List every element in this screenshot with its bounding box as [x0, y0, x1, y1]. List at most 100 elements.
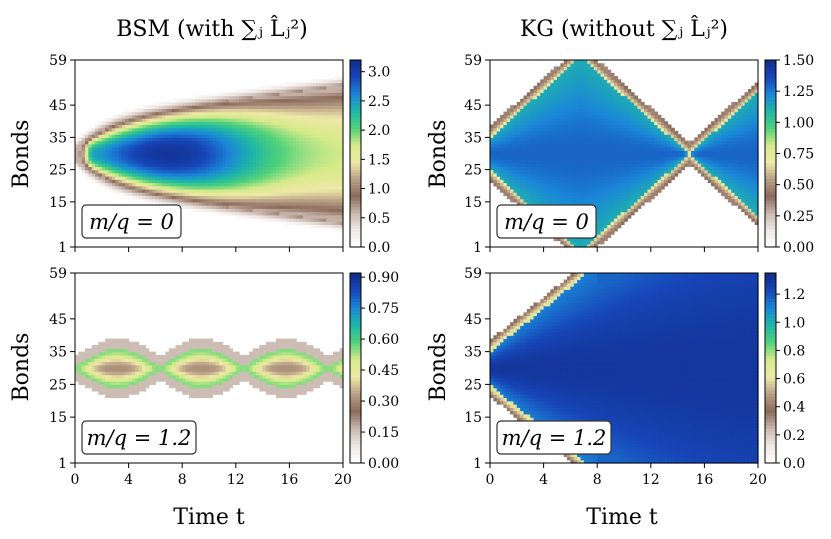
heatmap-cell	[634, 134, 638, 138]
heatmap-cell	[597, 85, 602, 90]
heatmap-cell	[252, 159, 257, 164]
heatmap-cell	[322, 214, 327, 219]
heatmap-cell	[510, 192, 515, 197]
heatmap-cell	[613, 143, 618, 148]
heatmap-cell	[503, 137, 508, 142]
heatmap-cell	[597, 156, 602, 161]
heatmap-cell	[570, 150, 575, 155]
heatmap-cell	[296, 101, 301, 106]
heatmap-cell	[647, 156, 652, 161]
heatmap-cell	[182, 205, 187, 209]
heatmap-cell	[299, 182, 304, 187]
heatmap-cell	[135, 163, 140, 167]
heatmap-cell	[145, 188, 150, 193]
heatmap-cell	[299, 143, 304, 148]
heatmap-cell	[590, 92, 595, 97]
heatmap-cell	[580, 124, 585, 129]
heatmap-cell	[613, 130, 618, 135]
heatmap-cell	[265, 166, 270, 171]
heatmap-cell	[209, 95, 213, 100]
heatmap-cell	[172, 108, 177, 113]
heatmap-cell	[577, 201, 582, 206]
heatmap-cell	[603, 224, 608, 229]
heatmap-cell	[613, 89, 618, 93]
heatmap-cell	[299, 192, 304, 197]
heatmap-cell	[239, 89, 244, 93]
heatmap-cell	[577, 169, 582, 174]
heatmap-cell	[567, 172, 571, 177]
heatmap-cell	[229, 150, 234, 155]
heatmap-cell	[503, 176, 508, 180]
heatmap-cell	[158, 134, 163, 138]
y-tick-label: 25	[49, 163, 67, 179]
heatmap-cell	[225, 127, 230, 132]
heatmap-cell	[526, 98, 531, 103]
heatmap-cell	[252, 134, 257, 138]
heatmap-cell	[560, 130, 565, 135]
heatmap-cell	[81, 143, 86, 148]
heatmap-cell	[543, 153, 548, 158]
heatmap-cell	[219, 127, 223, 132]
heatmap-cell	[265, 118, 270, 122]
heatmap-cell	[329, 118, 334, 122]
heatmap-cell	[131, 163, 136, 167]
heatmap-cell	[583, 143, 588, 148]
heatmap-cell	[292, 217, 297, 222]
heatmap-cell	[222, 156, 227, 161]
heatmap-cell	[603, 79, 608, 84]
heatmap-cell	[242, 127, 247, 132]
heatmap-cell	[546, 85, 551, 90]
heatmap-cell	[245, 121, 250, 126]
heatmap-cell	[312, 121, 317, 126]
heatmap-cell	[563, 111, 568, 116]
heatmap-cell	[282, 137, 287, 142]
heatmap-cell	[88, 153, 93, 158]
heatmap-cell	[540, 108, 545, 113]
heatmap-cell	[593, 98, 598, 103]
heatmap-cell	[597, 198, 602, 203]
heatmap-cell	[637, 147, 642, 151]
heatmap-cell	[252, 121, 257, 126]
heatmap-cell	[613, 108, 618, 113]
heatmap-cell	[198, 172, 203, 177]
heatmap-cell	[587, 137, 592, 142]
heatmap-cell	[329, 211, 334, 216]
heatmap-cell	[613, 217, 618, 222]
heatmap-cell	[202, 163, 207, 167]
heatmap-cell	[583, 92, 588, 97]
heatmap-cell	[647, 108, 652, 113]
heatmap-cell	[121, 159, 126, 164]
heatmap-cell	[590, 140, 595, 145]
heatmap-cell	[600, 140, 605, 145]
heatmap-cell	[272, 172, 277, 177]
heatmap-cell	[172, 153, 177, 158]
heatmap-cell	[620, 217, 625, 222]
heatmap-cell	[78, 166, 83, 171]
heatmap-cell	[265, 127, 270, 132]
heatmap-cell	[145, 172, 150, 177]
heatmap-cell	[312, 137, 317, 142]
heatmap-cell	[316, 140, 321, 145]
heatmap-cell	[577, 143, 582, 148]
heatmap-cell	[252, 140, 257, 145]
heatmap-cell	[540, 182, 545, 187]
heatmap-cell	[299, 179, 304, 184]
heatmap-cell	[332, 214, 337, 219]
heatmap-cell	[557, 176, 561, 180]
heatmap-cell	[302, 134, 307, 138]
heatmap-cell	[570, 114, 575, 119]
heatmap-cell	[563, 101, 568, 106]
heatmap-cell	[239, 169, 244, 174]
colorbar-tick-label: 0.0	[368, 240, 390, 256]
heatmap-cell	[306, 140, 311, 145]
heatmap-cell	[302, 156, 307, 161]
heatmap-cell	[162, 182, 167, 187]
heatmap-cell	[600, 166, 605, 171]
heatmap-cell	[326, 179, 331, 184]
heatmap-cell	[286, 137, 290, 142]
heatmap-cell	[607, 156, 612, 161]
heatmap-cell	[142, 198, 146, 203]
heatmap-cell	[131, 140, 136, 145]
heatmap-cell	[530, 169, 535, 174]
heatmap-cell	[252, 143, 257, 148]
